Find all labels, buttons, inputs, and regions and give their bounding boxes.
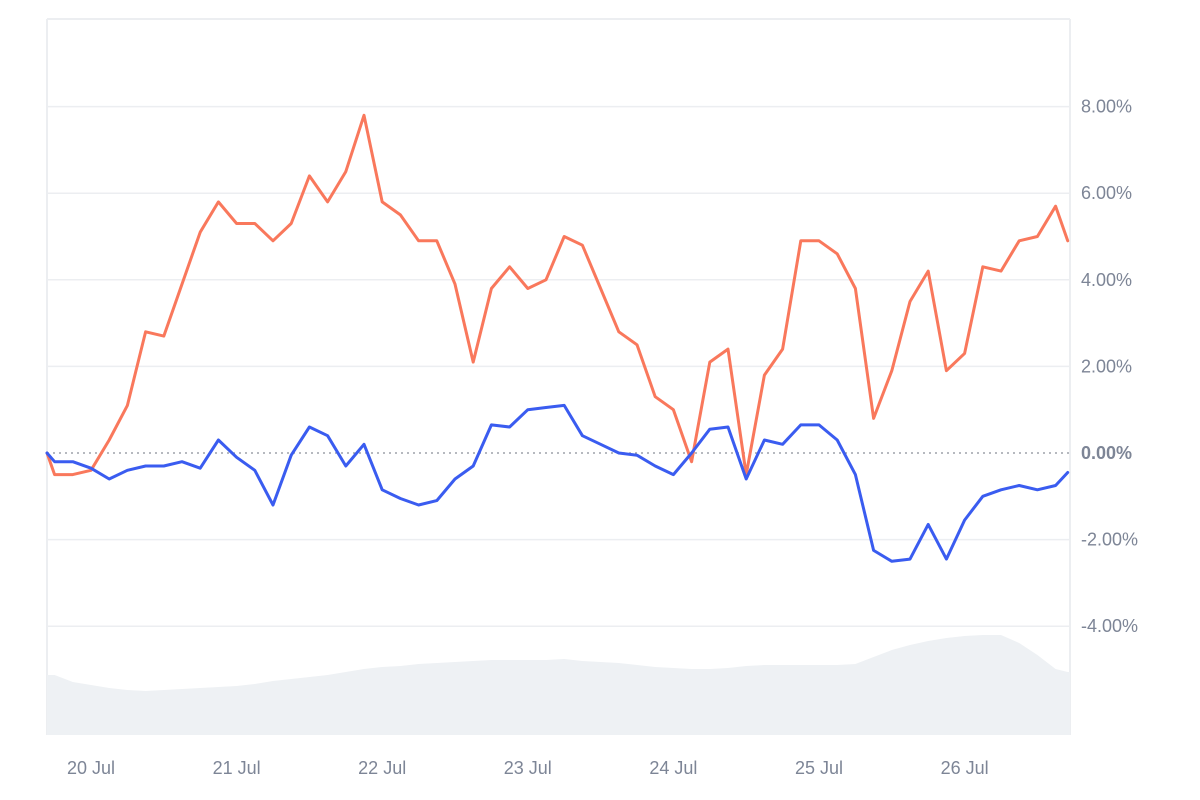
x-tick-label: 25 Jul bbox=[795, 758, 843, 778]
y-tick-label: -4.00% bbox=[1081, 616, 1138, 636]
grid-lines bbox=[47, 105, 1070, 627]
x-tick-label: 23 Jul bbox=[504, 758, 552, 778]
y-tick-label: 4.00% bbox=[1081, 270, 1132, 290]
volume-area bbox=[47, 635, 1070, 735]
y-tick-label: -2.00% bbox=[1081, 530, 1138, 550]
x-tick-label: 22 Jul bbox=[358, 758, 406, 778]
series-lines bbox=[45, 113, 1070, 563]
y-tick-label: 2.00% bbox=[1081, 356, 1132, 376]
y-axis: 8.00% 6.00% 4.00% 2.00% 0.00% -2.00% -4.00% bbox=[1081, 97, 1138, 637]
series-line-0 bbox=[45, 113, 1070, 477]
x-tick-label: 24 Jul bbox=[649, 758, 697, 778]
series-line-1 bbox=[45, 403, 1070, 563]
y-tick-label: 6.00% bbox=[1081, 183, 1132, 203]
x-tick-label: 26 Jul bbox=[941, 758, 989, 778]
volume-area-path bbox=[47, 635, 1070, 735]
y-tick-label: 8.00% bbox=[1081, 97, 1132, 117]
y-tick-label: 0.00% bbox=[1081, 443, 1132, 463]
x-tick-label: 21 Jul bbox=[213, 758, 261, 778]
plot-frame bbox=[46, 18, 1071, 735]
x-tick-label: 20 Jul bbox=[67, 758, 115, 778]
x-axis: 20 Jul 21 Jul 22 Jul 23 Jul 24 Jul 25 Jul 26 J… bbox=[67, 758, 989, 778]
